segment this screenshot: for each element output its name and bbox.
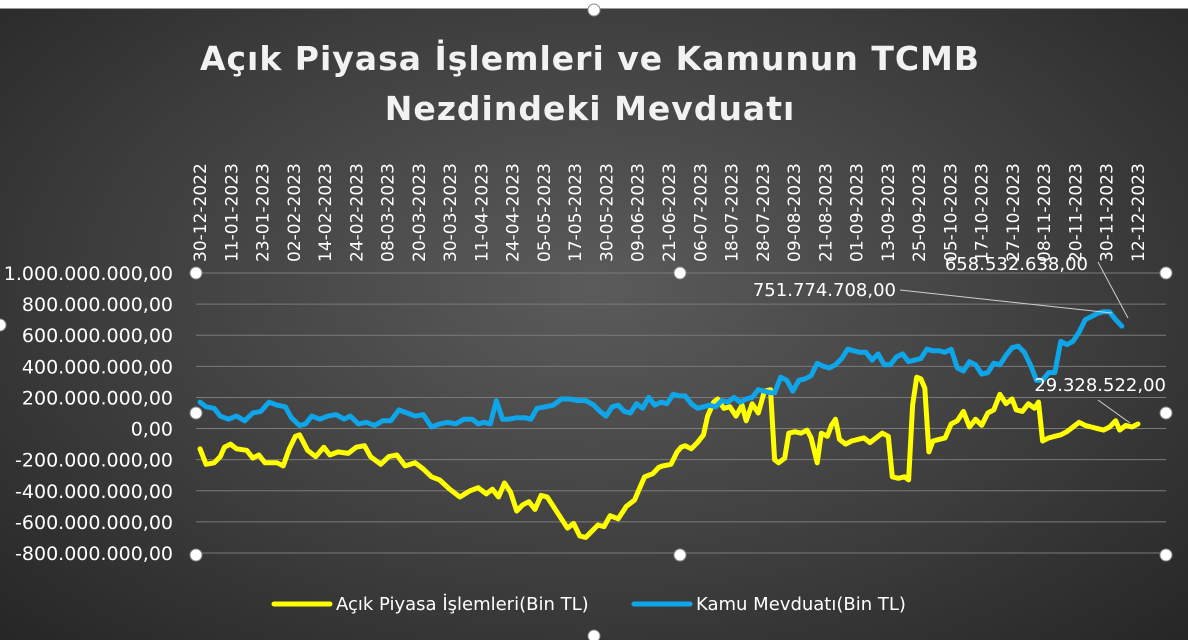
x-tick-label: 24-02-2023: [347, 163, 367, 262]
data-label-callout: 29.328.522,00: [1034, 375, 1166, 396]
callout-leader-line: [1097, 399, 1131, 424]
series-line-2: [197, 309, 1125, 430]
resize-handle[interactable]: [189, 266, 203, 280]
series-lines: [197, 309, 1141, 540]
data-label-callout: 658.532.638,00: [945, 254, 1088, 275]
y-tick-label: -200.000.000,00: [15, 450, 173, 472]
y-tick-label: 800.000.000,00: [22, 294, 173, 316]
x-tick-label: 30-03-2023: [441, 163, 461, 262]
x-tick-label: 30-11-2023: [1098, 163, 1118, 262]
selection-handles[interactable]: [0, 3, 1173, 640]
y-tick-label: 0,00: [131, 419, 173, 441]
x-tick-label: 09-06-2023: [629, 163, 649, 262]
resize-handle[interactable]: [673, 266, 687, 280]
x-tick-label: 13-09-2023: [879, 163, 899, 262]
callout-leader-line: [899, 289, 1113, 314]
legend-label: Kamu Mevduatı(Bin TL): [696, 594, 906, 615]
x-tick-label: 23-01-2023: [254, 163, 274, 262]
legend-label: Açık Piyasa İşlemleri(Bin TL): [336, 594, 589, 615]
data-label-callout: 751.774.708,00: [753, 280, 896, 301]
callout-leader-line: [1097, 261, 1129, 319]
x-tick-label: 27-10-2023: [1004, 163, 1024, 262]
x-tick-label: 11-01-2023: [222, 163, 242, 262]
y-tick-label: -600.000.000,00: [15, 512, 173, 534]
x-tick-label: 18-07-2023: [723, 163, 743, 262]
resize-handle[interactable]: [1159, 406, 1173, 420]
data-label-callouts: 658.532.638,00 751.774.708,00 29.328.522,0…: [753, 254, 1166, 424]
x-tick-label: 09-08-2023: [785, 163, 805, 262]
resize-handle[interactable]: [189, 548, 203, 562]
x-tick-label: 24-04-2023: [504, 163, 524, 262]
x-tick-label: 30-05-2023: [597, 163, 617, 262]
chart-legend: Açık Piyasa İşlemleri(Bin TL) Kamu Mevdua…: [271, 594, 906, 615]
chart-title: Açık Piyasa İşlemleri ve Kamunun TCMB Ne…: [199, 39, 981, 128]
y-tick-label: 1.000.000.000,00: [4, 263, 173, 285]
x-tick-label: 05-10-2023: [941, 163, 961, 262]
x-tick-label: 01-09-2023: [848, 163, 868, 262]
resize-handle[interactable]: [587, 629, 601, 640]
x-tick-label: 11-04-2023: [472, 163, 492, 262]
x-tick-label: 02-02-2023: [285, 163, 305, 262]
x-axis-ticks: 30-12-2022 11-01-2023 23-01-2023 02-02-2023…: [191, 163, 1149, 262]
x-tick-label: 20-03-2023: [410, 163, 430, 262]
x-tick-label: 28-07-2023: [754, 163, 774, 262]
y-tick-label: -400.000.000,00: [15, 481, 173, 503]
y-tick-label: 600.000.000,00: [22, 325, 173, 347]
x-tick-label: 21-08-2023: [816, 163, 836, 262]
x-tick-label: 06-07-2023: [691, 163, 711, 262]
resize-handle[interactable]: [587, 3, 601, 17]
x-tick-label: 14-02-2023: [316, 163, 336, 262]
x-tick-label: 17-05-2023: [566, 163, 586, 262]
y-tick-label: 400.000.000,00: [22, 356, 173, 378]
x-tick-label: 30-12-2022: [191, 163, 211, 262]
x-tick-label: 12-12-2023: [1129, 163, 1149, 262]
resize-handle[interactable]: [1159, 548, 1173, 562]
resize-handle[interactable]: [673, 548, 687, 562]
y-axis-ticks: 1.000.000.000,00 800.000.000,00 600.000.00…: [4, 263, 173, 565]
x-tick-label: 25-09-2023: [910, 163, 930, 262]
x-tick-label: 08-11-2023: [1035, 163, 1055, 262]
resize-handle[interactable]: [189, 406, 203, 420]
x-tick-label: 05-05-2023: [535, 163, 555, 262]
x-tick-label: 17-10-2023: [973, 163, 993, 262]
x-tick-label: 20-11-2023: [1066, 163, 1086, 262]
y-tick-label: -800.000.000,00: [15, 543, 173, 565]
y-tick-label: 200.000.000,00: [22, 387, 173, 409]
x-tick-label: 21-06-2023: [660, 163, 680, 262]
resize-handle[interactable]: [0, 318, 7, 332]
resize-handle[interactable]: [1159, 266, 1173, 280]
x-tick-label: 08-03-2023: [379, 163, 399, 262]
